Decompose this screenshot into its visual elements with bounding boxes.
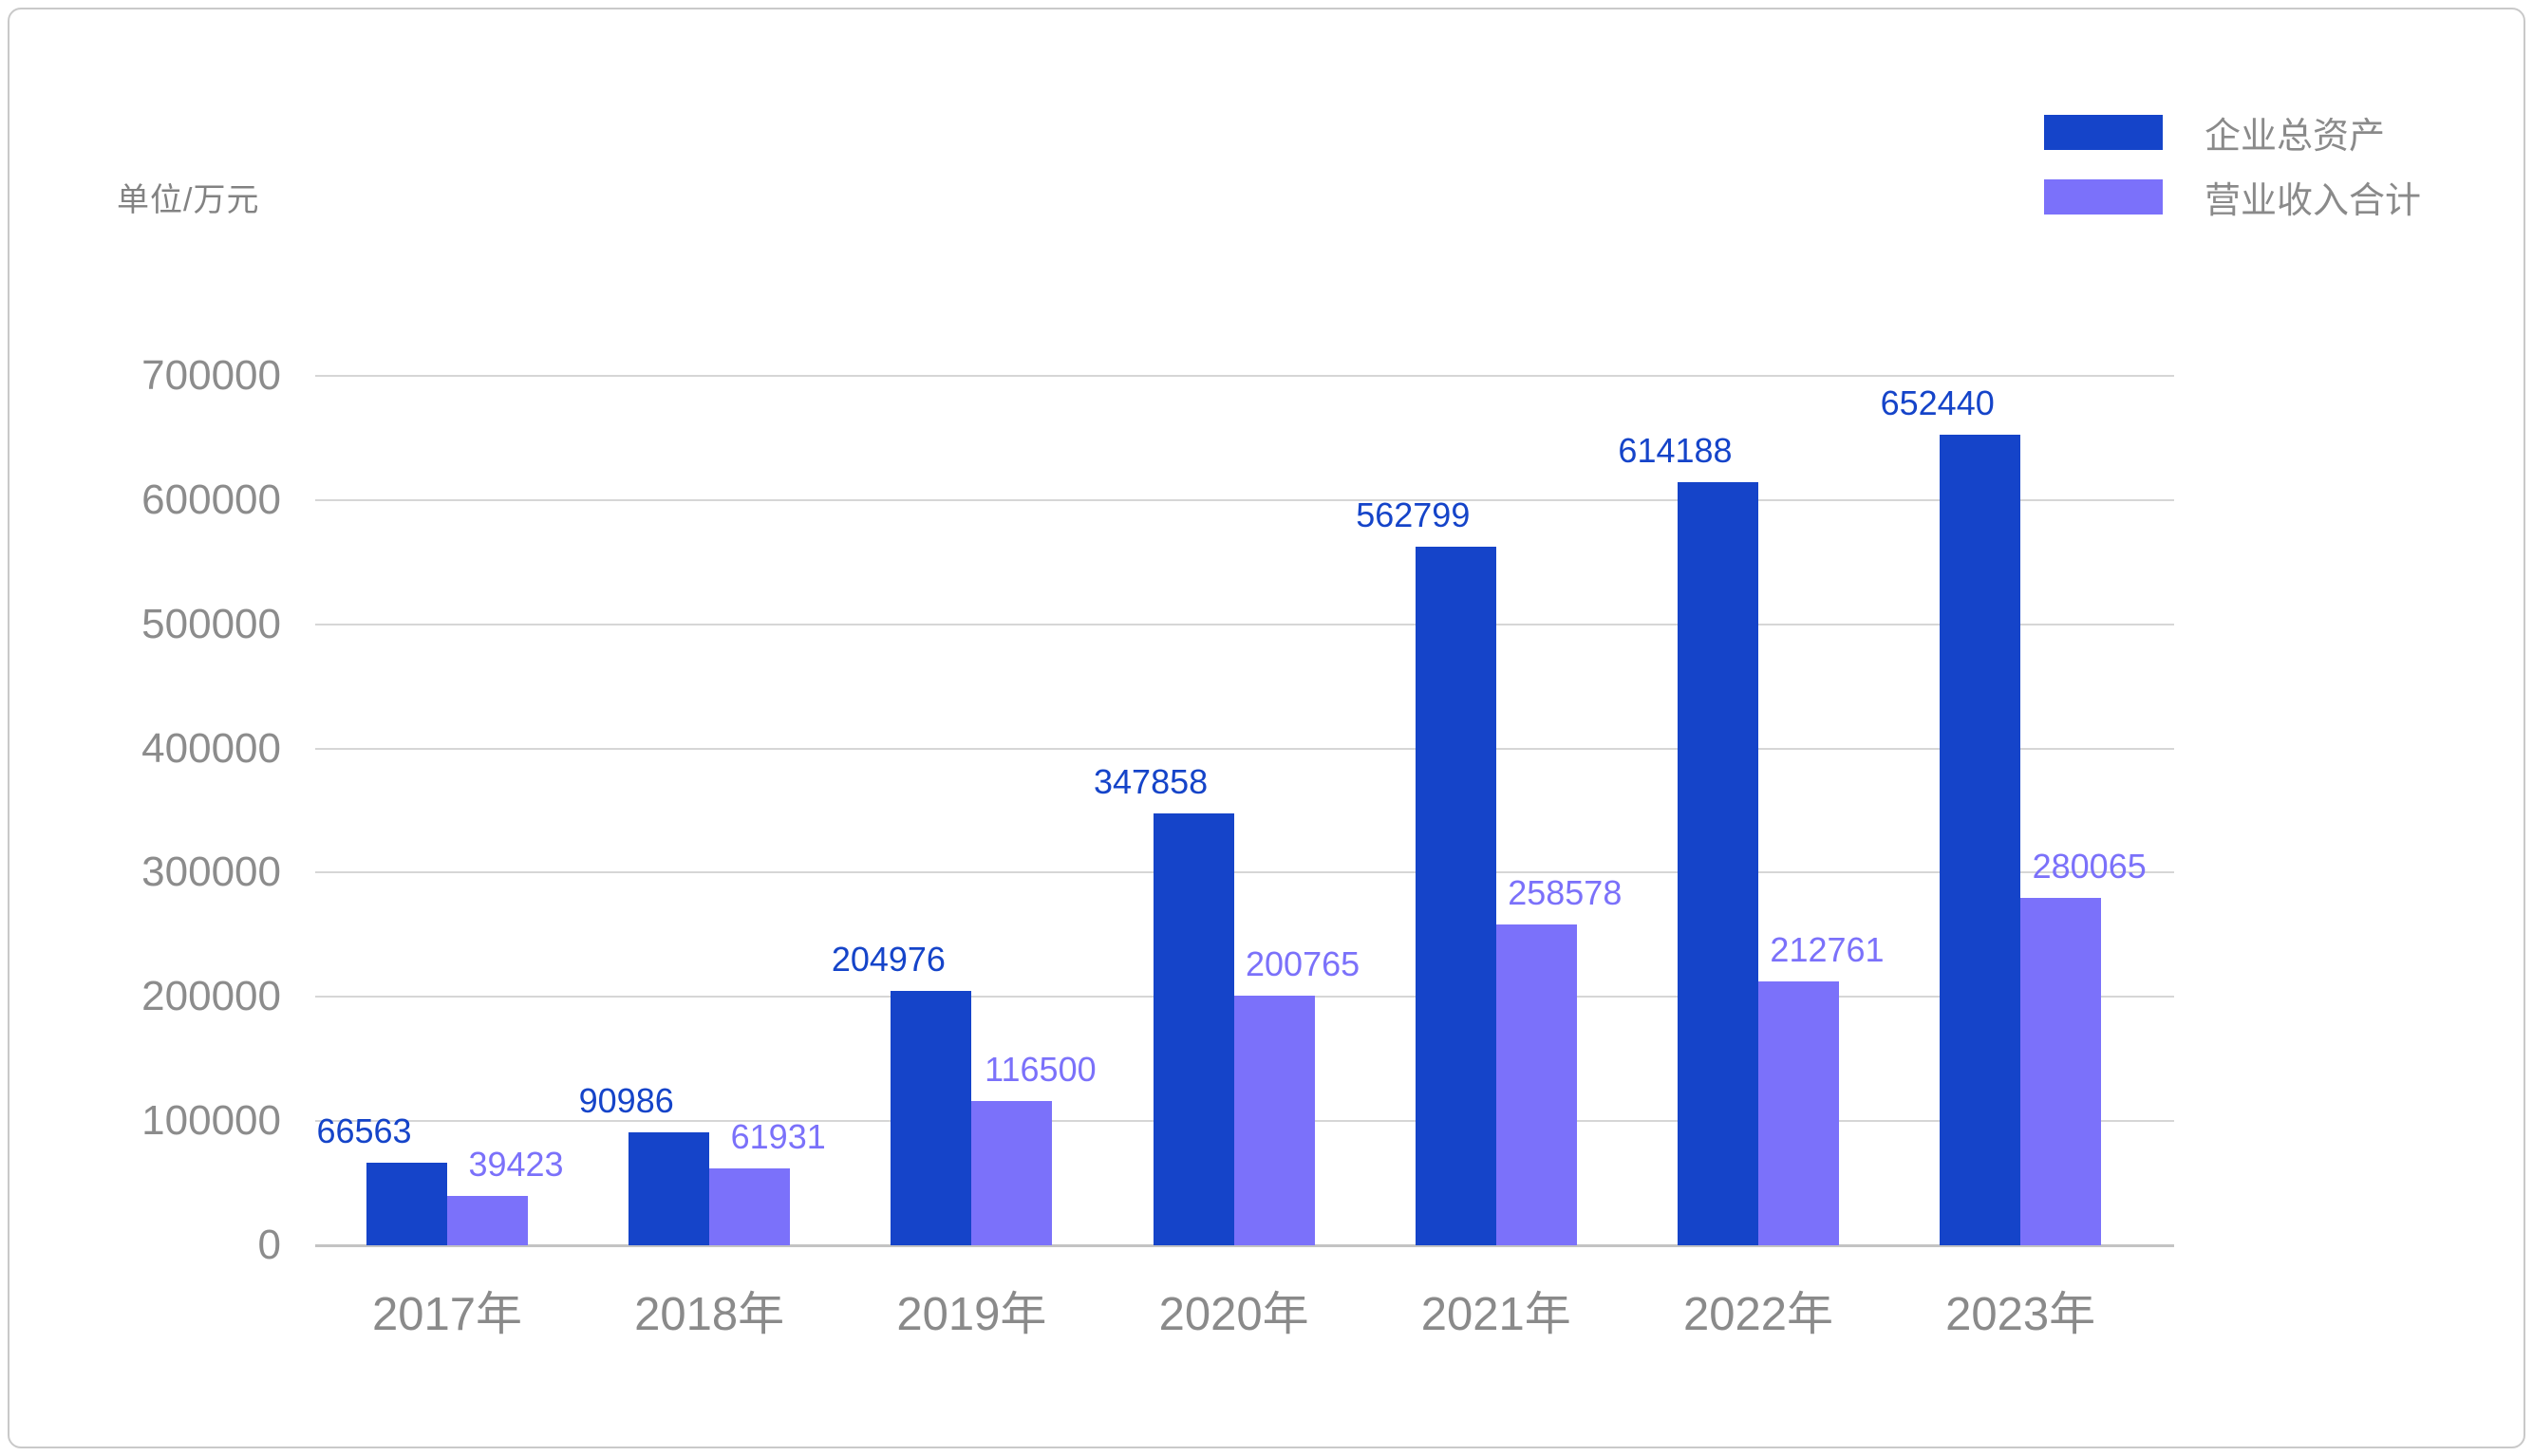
bar-value-label-enterprise-total-assets-2020年: 347858 — [1094, 761, 1209, 801]
bar-operating-revenue-total-2021年 — [1495, 924, 1577, 1245]
gridline — [315, 498, 2174, 501]
y-tick-label: 700000 — [141, 352, 281, 399]
bar-operating-revenue-total-2023年 — [2020, 897, 2102, 1245]
y-tick-label: 600000 — [141, 476, 281, 523]
gridline — [315, 871, 2174, 874]
y-tick-label: 300000 — [141, 849, 281, 896]
x-tick-label-2021年: 2021年 — [1420, 1289, 1571, 1340]
y-tick-label: 500000 — [141, 600, 281, 647]
y-tick-label: 400000 — [141, 724, 281, 772]
legend-item-enterprise-total-assets: 企业总资产 — [2044, 115, 2421, 157]
legend-label-operating-revenue-total: 营业收入合计 — [2205, 181, 2422, 221]
bar-value-label-enterprise-total-assets-2021年: 562799 — [1356, 495, 1471, 534]
bar-value-label-enterprise-total-assets-2018年: 90986 — [578, 1080, 674, 1120]
x-tick-label-2020年: 2020年 — [1158, 1289, 1309, 1340]
bar-value-label-operating-revenue-total-2017年: 39423 — [468, 1145, 564, 1185]
x-tick-label-2022年: 2022年 — [1682, 1289, 1833, 1340]
y-axis-unit-label: 单位/万元 — [117, 182, 260, 218]
legend-swatch-enterprise-total-assets — [2044, 115, 2163, 150]
bar-value-label-operating-revenue-total-2023年: 280065 — [2032, 846, 2147, 886]
bar-enterprise-total-assets-2018年 — [629, 1131, 710, 1245]
x-tick-label-2017年: 2017年 — [371, 1289, 522, 1340]
bar-enterprise-total-assets-2023年 — [1940, 435, 2021, 1245]
y-tick-label: 0 — [257, 1222, 281, 1268]
bar-enterprise-total-assets-2021年 — [1415, 546, 1496, 1245]
legend-label-enterprise-total-assets: 企业总资产 — [2205, 117, 2386, 157]
bar-operating-revenue-total-2018年 — [709, 1167, 791, 1245]
bar-value-label-operating-revenue-total-2021年: 258578 — [1508, 872, 1623, 912]
bar-value-label-operating-revenue-total-2018年: 61931 — [730, 1116, 826, 1156]
bar-operating-revenue-total-2019年 — [971, 1100, 1053, 1245]
bar-value-label-enterprise-total-assets-2023年: 652440 — [1880, 383, 1995, 423]
bar-value-label-operating-revenue-total-2020年: 200765 — [1246, 944, 1360, 984]
y-tick-label: 100000 — [141, 1097, 281, 1145]
bar-enterprise-total-assets-2020年 — [1153, 812, 1234, 1245]
gridline — [315, 375, 2174, 377]
y-tick-label: 200000 — [141, 973, 281, 1020]
gridline — [315, 623, 2174, 625]
bar-enterprise-total-assets-2022年 — [1678, 482, 1758, 1245]
bar-enterprise-total-assets-2017年 — [366, 1162, 447, 1245]
bar-value-label-operating-revenue-total-2019年: 116500 — [985, 1049, 1097, 1089]
x-tick-label-2018年: 2018年 — [634, 1289, 785, 1340]
bar-value-label-enterprise-total-assets-2017年: 66563 — [316, 1111, 412, 1150]
legend-item-operating-revenue-total: 营业收入合计 — [2044, 179, 2421, 221]
bar-value-label-operating-revenue-total-2022年: 212761 — [1770, 929, 1885, 969]
bar-value-label-enterprise-total-assets-2019年: 204976 — [831, 939, 946, 979]
x-tick-label-2019年: 2019年 — [896, 1289, 1047, 1340]
legend: 企业总资产 营业收入合计 — [2044, 115, 2421, 244]
x-axis-line — [315, 1244, 2174, 1247]
x-tick-label-2023年: 2023年 — [1945, 1289, 2096, 1340]
bar-enterprise-total-assets-2019年 — [891, 990, 972, 1245]
gridline — [315, 747, 2174, 750]
bar-value-label-enterprise-total-assets-2022年: 614188 — [1618, 431, 1733, 471]
legend-swatch-operating-revenue-total — [2044, 179, 2163, 215]
bar-operating-revenue-total-2017年 — [447, 1196, 528, 1245]
bar-operating-revenue-total-2020年 — [1233, 996, 1315, 1245]
bar-operating-revenue-total-2022年 — [1758, 980, 1839, 1245]
